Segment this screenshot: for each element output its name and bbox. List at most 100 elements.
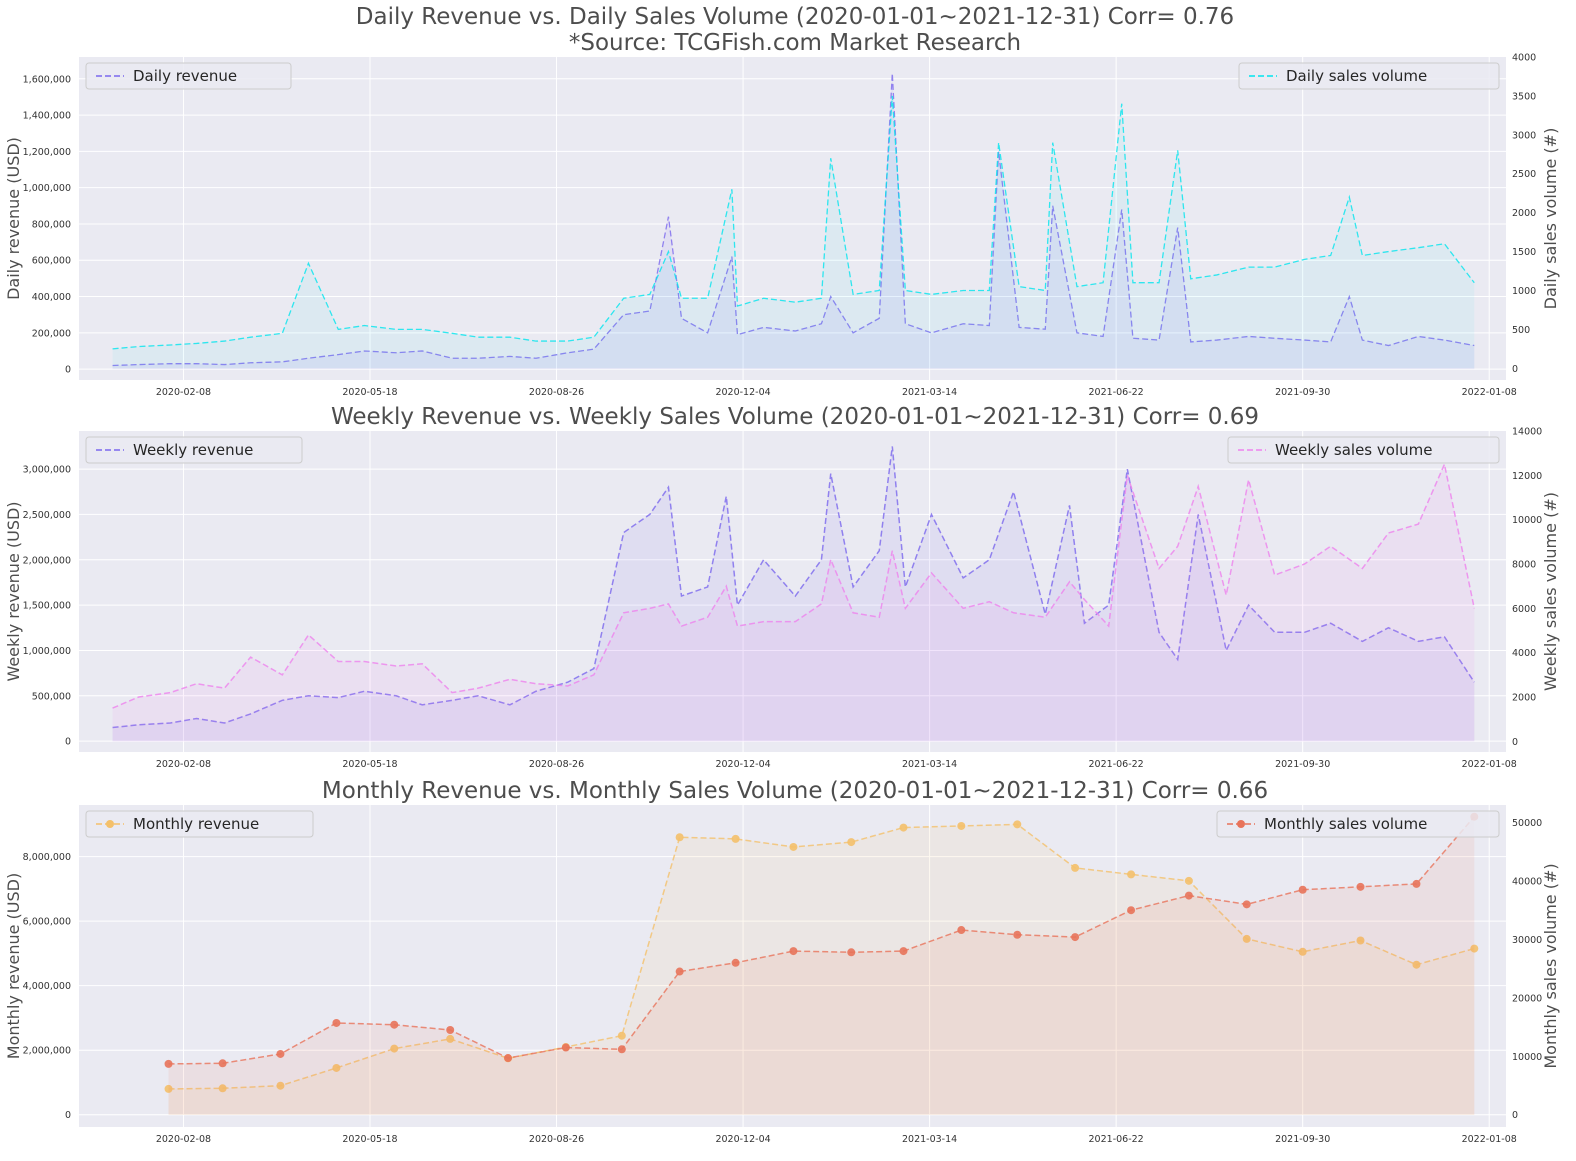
y-tick-label: 400,000: [32, 292, 71, 303]
data-point: [675, 833, 684, 842]
data-point: [1071, 863, 1080, 872]
series-fill-daily-1: [112, 95, 1475, 369]
legend-box: [1227, 436, 1500, 464]
data-point: [957, 821, 966, 830]
data-point: [899, 823, 908, 832]
data-point: [1356, 936, 1365, 945]
legend-label: Daily sales volume: [1286, 67, 1427, 85]
data-point: [446, 1025, 455, 1034]
x-tick-label: 2021-06-22: [1089, 387, 1144, 398]
legend-box: [1216, 810, 1500, 838]
data-point: [164, 1059, 173, 1068]
y2-tick-label: 14000: [1512, 427, 1542, 438]
y-tick-label: 600,000: [32, 256, 71, 267]
y2-tick-label: 0: [1512, 1110, 1518, 1121]
data-point: [276, 1049, 285, 1058]
data-point: [675, 967, 684, 976]
data-point: [561, 1043, 570, 1052]
data-point: [1127, 906, 1136, 915]
data-point: [446, 1034, 455, 1043]
data-point: [1184, 876, 1193, 885]
y2-tick-label: 50000: [1512, 818, 1542, 829]
daily-chart-title: Daily Revenue vs. Daily Sales Volume (20…: [356, 4, 1234, 30]
y2-tick-label: 0: [1512, 364, 1518, 375]
weekly-chart-title: Weekly Revenue vs. Weekly Sales Volume (…: [331, 404, 1259, 430]
plot-panel-weekly: 0 500,000 1,000,000 1,500,000 2,000,000 2,500…: [4, 427, 1560, 771]
data-point: [390, 1044, 399, 1053]
data-point: [1127, 870, 1136, 879]
data-point: [847, 838, 856, 847]
data-point: [847, 948, 856, 957]
data-point: [276, 1081, 285, 1090]
x-tick-label: 2021-06-22: [1089, 1134, 1144, 1145]
legend-label: Monthly revenue: [133, 815, 259, 833]
y-tick-label: 500,000: [32, 691, 71, 702]
data-point: [1242, 934, 1251, 943]
y-tick-label: 8,000,000: [23, 852, 71, 863]
x-tick-label: 2022-01-08: [1462, 1134, 1517, 1145]
legend-box: [85, 810, 314, 838]
legend-label: Monthly sales volume: [1264, 815, 1427, 833]
x-tick-label: 2020-08-26: [529, 1134, 584, 1145]
data-point: [218, 1059, 227, 1068]
y-axis-label: Daily revenue (USD): [4, 137, 23, 300]
y-tick-label: 2,500,000: [23, 510, 71, 521]
data-point: [1013, 930, 1022, 939]
legend-weekly-right: Weekly sales volume: [1227, 436, 1500, 464]
x-tick-label: 2022-01-08: [1462, 759, 1517, 770]
series-line-daily-0: [112, 73, 1475, 367]
data-point: [1412, 960, 1421, 969]
legend-daily-left: Daily revenue: [85, 62, 292, 90]
plot-panel-monthly: 0 2,000,000 4,000,000 6,000,000 8,000,000 0 10…: [4, 805, 1560, 1145]
y-tick-label: 2,000,000: [23, 555, 71, 566]
series-fill-monthly-1: [168, 816, 1475, 1115]
y2-tick-label: 500: [1512, 325, 1530, 336]
y2-tick-label: 3500: [1512, 91, 1536, 102]
data-point: [1242, 900, 1251, 909]
y-tick-label: 1,200,000: [23, 147, 71, 158]
data-point: [1184, 891, 1193, 900]
y-tick-label: 2,000,000: [23, 1046, 71, 1057]
y2-tick-label: 40000: [1512, 876, 1542, 887]
y2-tick-label: 1000: [1512, 286, 1536, 297]
y2-tick-label: 6000: [1512, 604, 1536, 615]
data-point: [1356, 882, 1365, 891]
data-point: [390, 1020, 399, 1029]
x-tick-label: 2021-03-14: [902, 1134, 957, 1145]
series-fill-daily-0: [112, 73, 1475, 370]
legend-box: [85, 436, 303, 464]
y2-tick-label: 2000: [1512, 693, 1536, 704]
plot-area-monthly: [79, 805, 1506, 1127]
y-tick-label: 6,000,000: [23, 917, 71, 928]
y2-tick-label: 10000: [1512, 515, 1542, 526]
x-tick-label: 2021-09-30: [1275, 759, 1330, 770]
y2-axis-label: Weekly sales volume (#): [1541, 492, 1560, 691]
y2-tick-label: 3000: [1512, 130, 1536, 141]
plot-area-weekly: [79, 431, 1506, 752]
series-fill-weekly-1: [112, 464, 1475, 742]
legend-label: Weekly revenue: [133, 441, 253, 459]
data-point: [164, 1084, 173, 1093]
y2-tick-label: 4000: [1512, 648, 1536, 659]
y2-axis-label: Daily sales volume (#): [1541, 128, 1560, 310]
data-point: [1071, 933, 1080, 942]
x-tick-label: 2020-12-04: [715, 387, 770, 398]
data-point: [617, 1045, 626, 1054]
y2-tick-label: 4000: [1512, 53, 1536, 64]
data-point: [1298, 947, 1307, 956]
y-tick-label: 4,000,000: [23, 981, 71, 992]
legend-daily-right: Daily sales volume: [1238, 62, 1500, 90]
data-point: [332, 1063, 341, 1072]
y-tick-label: 0: [65, 737, 71, 748]
legend-label: Weekly sales volume: [1275, 441, 1432, 459]
legend-marker: [106, 820, 114, 828]
x-tick-label: 2020-05-18: [342, 387, 397, 398]
y2-tick-label: 12000: [1512, 471, 1542, 482]
series-fill-weekly-0: [112, 446, 1475, 742]
y2-tick-label: 8000: [1512, 560, 1536, 571]
data-point: [789, 947, 798, 956]
y-tick-label: 200,000: [32, 328, 71, 339]
data-point: [1412, 879, 1421, 888]
